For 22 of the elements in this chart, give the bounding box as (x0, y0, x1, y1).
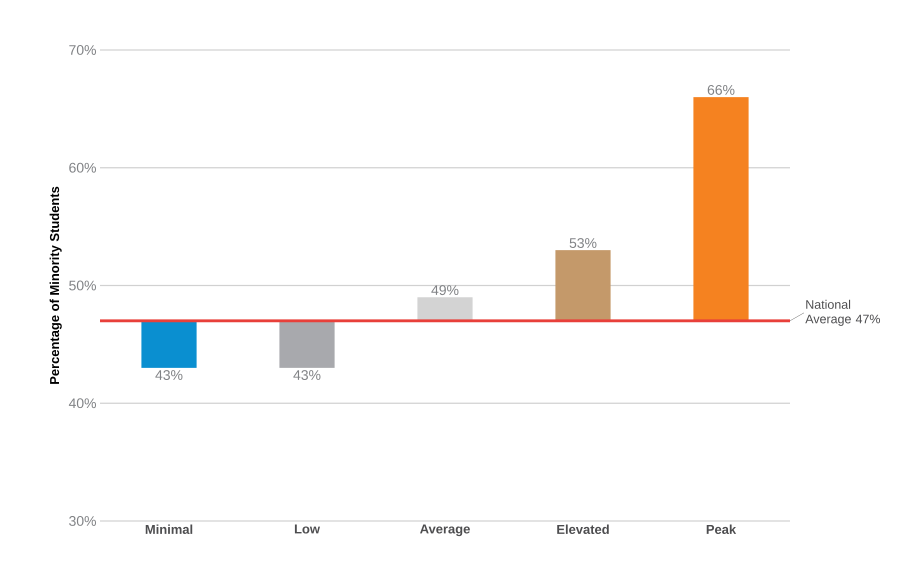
ref-line-label: National Average 47% (805, 300, 880, 326)
y-axis-title: Percentage of Minority Students (50, 186, 62, 384)
y-tick-label: 30% (69, 516, 96, 526)
data-label: 43% (155, 370, 182, 380)
y-tick-label: 50% (69, 280, 96, 290)
bar (141, 320, 197, 368)
x-tick-label: Peak (706, 524, 736, 534)
bar (555, 250, 611, 321)
x-tick-label: Average (420, 524, 470, 536)
data-label: 43% (293, 370, 320, 380)
data-label: 53% (570, 238, 596, 248)
y-tick-label: 40% (68, 398, 96, 408)
x-tick-label: Minimal (146, 524, 192, 534)
bar (417, 297, 473, 321)
data-label: 66% (708, 85, 734, 95)
bar (279, 320, 335, 368)
data-label: 49% (431, 285, 458, 296)
x-tick-label: Elevated (557, 524, 609, 534)
bar (693, 97, 749, 321)
y-tick-label: 60% (69, 162, 96, 173)
y-tick-label: 70% (69, 45, 96, 55)
x-tick-label: Low (294, 524, 320, 534)
